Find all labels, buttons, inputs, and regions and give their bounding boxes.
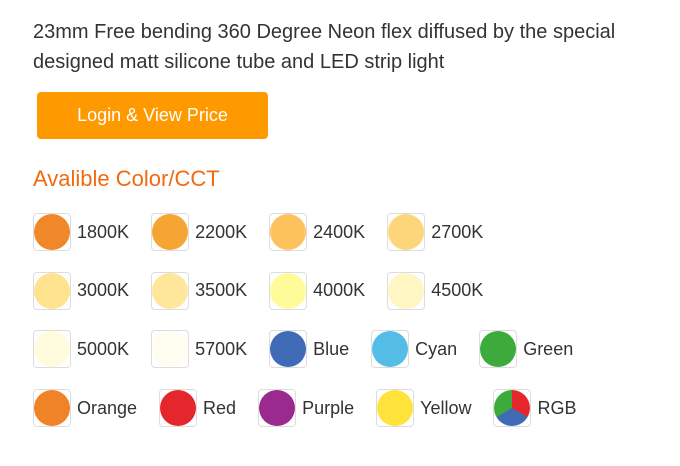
swatch-dot <box>388 272 425 309</box>
color-swatch <box>33 389 71 428</box>
color-label: Yellow <box>420 397 472 418</box>
color-label: 5000K <box>77 338 130 359</box>
color-row: 5000K 5700K Blue Cyan Green <box>33 329 599 388</box>
color-swatch <box>159 389 198 428</box>
swatch-dot <box>494 390 531 427</box>
section-title: Avalible Color/CCT <box>33 166 220 191</box>
swatch-dot <box>270 272 307 309</box>
color-option[interactable]: 1800K <box>33 212 129 252</box>
color-label: 2700K <box>431 221 484 242</box>
color-label: 2200K <box>195 221 248 242</box>
color-swatch <box>151 330 190 369</box>
swatch-dot <box>480 331 517 368</box>
color-option[interactable]: Red <box>159 388 236 428</box>
color-label: Green <box>523 338 574 359</box>
swatch-dot <box>372 331 409 368</box>
color-option[interactable]: Yellow <box>376 388 471 428</box>
color-label: Orange <box>77 397 138 418</box>
color-option[interactable]: 2200K <box>151 212 247 252</box>
color-label: 1800K <box>77 221 130 242</box>
color-swatch <box>33 330 71 369</box>
color-swatch <box>258 389 297 428</box>
swatch-dot <box>259 390 296 427</box>
color-label: 3500K <box>195 280 248 301</box>
color-option[interactable]: 4500K <box>387 271 483 311</box>
color-option[interactable]: Blue <box>269 329 349 369</box>
color-option[interactable]: 3500K <box>151 271 247 311</box>
color-swatch <box>269 213 308 251</box>
swatch-dot <box>270 214 307 250</box>
color-option[interactable]: 4000K <box>269 271 365 311</box>
color-swatch <box>493 389 532 428</box>
color-swatch <box>33 213 71 251</box>
color-row: Orange Red Purple Yellow RGB <box>33 388 599 447</box>
color-option[interactable]: 5700K <box>151 329 247 369</box>
swatch-dot <box>34 390 70 427</box>
color-label: 4000K <box>313 280 366 301</box>
color-row: 3000K 3500K 4000K 4500K <box>33 271 599 330</box>
color-option[interactable]: 5000K <box>33 329 129 369</box>
color-options: 1800K 2200K 2400K 2700K 3000K 3500K 4000K 4500K… <box>33 212 599 447</box>
color-label: 5700K <box>195 338 248 359</box>
color-row: 1800K 2200K 2400K 2700K <box>33 212 599 271</box>
color-label: 4500K <box>431 280 484 301</box>
color-swatch <box>371 330 410 369</box>
color-label: Purple <box>302 397 355 418</box>
color-swatch <box>151 271 190 310</box>
color-option[interactable]: Purple <box>258 388 354 428</box>
product-title: 23mm Free bending 360 Degree Neon flex d… <box>33 21 616 73</box>
swatch-dot <box>34 272 70 309</box>
swatch-dot <box>152 331 189 368</box>
swatch-dot <box>160 390 197 427</box>
color-swatch <box>151 213 190 251</box>
swatch-dot <box>270 331 307 368</box>
color-option[interactable]: 2700K <box>387 212 483 252</box>
color-label: Red <box>203 397 237 418</box>
color-swatch <box>387 213 426 251</box>
color-swatch <box>376 389 415 428</box>
color-option[interactable]: Cyan <box>371 329 457 369</box>
color-label: Blue <box>313 338 350 359</box>
login-button[interactable]: Login & View Price <box>37 92 268 139</box>
color-swatch <box>33 271 71 310</box>
color-label: 2400K <box>313 221 366 242</box>
color-swatch <box>269 330 308 369</box>
swatch-dot <box>34 214 70 250</box>
color-label: Cyan <box>415 338 458 359</box>
color-option[interactable]: RGB <box>493 388 577 428</box>
color-option[interactable]: 2400K <box>269 212 365 252</box>
swatch-dot <box>377 390 414 427</box>
swatch-dot <box>152 272 189 309</box>
color-label: RGB <box>537 397 577 418</box>
color-label: 3000K <box>77 280 130 301</box>
swatch-dot <box>152 214 189 250</box>
color-swatch <box>269 271 308 310</box>
color-option[interactable]: 3000K <box>33 271 129 311</box>
swatch-dot <box>388 214 425 250</box>
color-swatch <box>479 330 518 369</box>
color-option[interactable]: Orange <box>33 388 137 428</box>
color-option[interactable]: Green <box>479 329 573 369</box>
swatch-dot <box>34 331 70 368</box>
color-swatch <box>387 271 426 310</box>
